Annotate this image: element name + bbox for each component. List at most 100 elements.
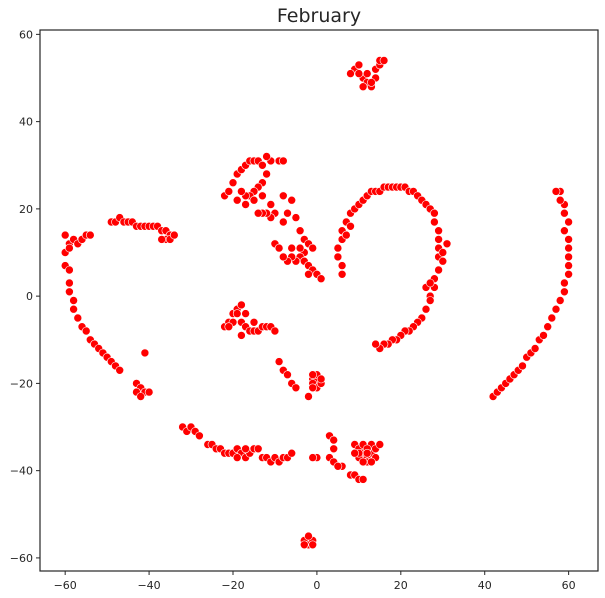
data-point	[354, 60, 364, 70]
x-tick-label: 40	[478, 579, 492, 592]
data-point	[560, 226, 569, 235]
data-point	[308, 540, 318, 550]
y-tick-label: 60	[19, 28, 33, 41]
data-point	[65, 265, 74, 275]
data-point	[295, 243, 305, 253]
data-point	[316, 374, 326, 384]
data-point	[358, 82, 368, 91]
x-tick-label: −40	[137, 579, 160, 592]
data-point	[270, 326, 280, 336]
data-point	[539, 331, 548, 340]
data-point	[438, 256, 448, 266]
data-point	[333, 252, 343, 262]
y-tick-label: −60	[10, 552, 33, 565]
points-layer	[60, 56, 573, 550]
data-point	[69, 296, 78, 305]
data-point	[278, 156, 288, 166]
data-point	[308, 243, 318, 253]
data-point	[86, 230, 95, 240]
data-point	[232, 309, 242, 318]
data-point	[555, 296, 565, 305]
data-point	[299, 540, 309, 550]
data-point	[358, 457, 368, 467]
data-point	[278, 217, 288, 227]
data-point	[530, 344, 540, 353]
data-point	[295, 226, 305, 235]
data-point	[241, 309, 250, 318]
data-point	[262, 152, 271, 161]
chart-title: February	[277, 5, 361, 27]
data-point	[140, 348, 150, 358]
x-tick-label: 60	[562, 579, 576, 592]
data-point	[266, 200, 276, 209]
data-point	[333, 243, 343, 253]
data-point	[195, 431, 204, 441]
data-point	[228, 178, 238, 187]
data-point	[518, 361, 527, 371]
data-point	[333, 461, 343, 471]
data-point	[241, 200, 250, 209]
data-point	[253, 444, 263, 454]
data-point	[274, 357, 284, 366]
data-point	[442, 239, 452, 249]
data-point	[308, 370, 318, 380]
data-point	[425, 278, 435, 288]
data-point	[329, 444, 339, 454]
data-point	[287, 195, 297, 205]
data-point	[354, 69, 364, 78]
data-point	[564, 261, 573, 270]
data-point	[65, 287, 74, 297]
data-point	[346, 69, 355, 78]
data-point	[287, 448, 297, 458]
data-point	[434, 235, 443, 244]
data-point	[564, 243, 573, 253]
data-point	[291, 213, 301, 222]
data-point	[157, 235, 166, 244]
data-point	[144, 387, 154, 397]
data-point	[551, 187, 561, 196]
data-point	[430, 208, 439, 218]
data-point	[430, 217, 439, 227]
data-point	[278, 252, 288, 262]
data-point	[65, 243, 74, 253]
data-point	[316, 274, 326, 284]
data-point	[136, 392, 145, 401]
data-point	[362, 448, 372, 458]
data-point	[232, 195, 242, 205]
data-point	[560, 287, 569, 297]
data-point	[560, 208, 569, 218]
data-point	[371, 339, 380, 349]
data-point	[367, 78, 376, 87]
data-point	[551, 304, 561, 314]
data-point	[253, 208, 263, 218]
data-point	[283, 208, 292, 218]
data-point	[564, 217, 573, 227]
data-point	[564, 235, 573, 244]
plot-frame	[39, 29, 599, 572]
data-point	[421, 304, 431, 314]
data-point	[543, 322, 553, 332]
data-point	[337, 269, 347, 279]
data-point	[249, 195, 259, 205]
data-point	[367, 457, 376, 467]
data-point	[274, 243, 284, 253]
data-point	[362, 69, 372, 78]
data-point	[434, 265, 443, 275]
y-tick-label: −20	[10, 377, 33, 390]
data-point	[304, 531, 313, 541]
data-point	[232, 453, 242, 462]
data-point	[81, 326, 91, 336]
data-point	[555, 195, 565, 205]
axes-layer: −60 −40 −20 0 20 40 60 −60 −40 −20 0 20 40 60	[10, 28, 576, 592]
data-point	[224, 322, 234, 332]
data-point	[564, 269, 573, 279]
data-point	[258, 161, 267, 170]
data-point	[358, 475, 368, 484]
data-point	[249, 317, 259, 327]
data-point	[304, 269, 313, 279]
data-point	[425, 296, 435, 305]
data-point	[73, 313, 83, 323]
data-point	[287, 243, 297, 253]
data-point	[237, 300, 246, 310]
